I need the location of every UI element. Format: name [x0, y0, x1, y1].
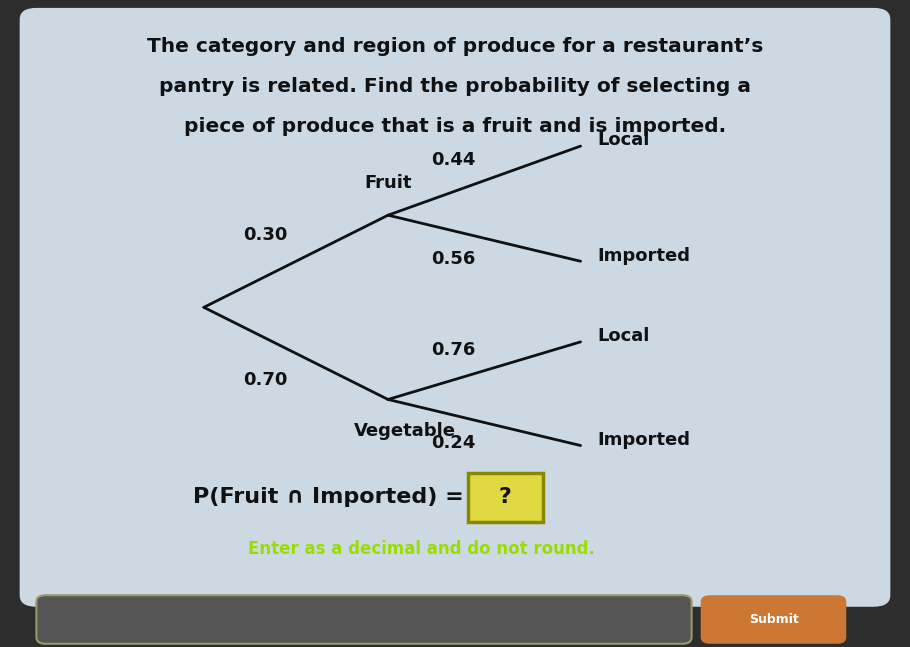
Text: P(Fruit ∩ Imported) =: P(Fruit ∩ Imported) = [193, 487, 471, 507]
Text: Imported: Imported [597, 247, 691, 265]
Text: Submit: Submit [749, 613, 798, 626]
Text: 0.76: 0.76 [431, 341, 476, 359]
Text: Local: Local [597, 131, 650, 149]
Text: Enter as a decimal and do not round.: Enter as a decimal and do not round. [248, 540, 595, 558]
Text: 0.70: 0.70 [243, 371, 288, 389]
FancyBboxPatch shape [468, 473, 543, 522]
Text: 0.30: 0.30 [243, 226, 288, 244]
Text: The category and region of produce for a restaurant’s: The category and region of produce for a… [147, 37, 763, 56]
Text: Local: Local [597, 327, 650, 345]
Text: Fruit: Fruit [364, 174, 411, 192]
Text: 0.44: 0.44 [431, 151, 476, 169]
Text: ?: ? [499, 487, 511, 507]
Text: Vegetable: Vegetable [354, 422, 456, 441]
Text: 0.56: 0.56 [431, 250, 476, 268]
Text: pantry is related. Find the probability of selecting a: pantry is related. Find the probability … [159, 77, 751, 96]
Text: piece of produce that is a fruit and is imported.: piece of produce that is a fruit and is … [184, 117, 726, 137]
Text: Imported: Imported [597, 431, 691, 449]
FancyBboxPatch shape [20, 8, 890, 607]
Text: 0.24: 0.24 [431, 434, 476, 452]
